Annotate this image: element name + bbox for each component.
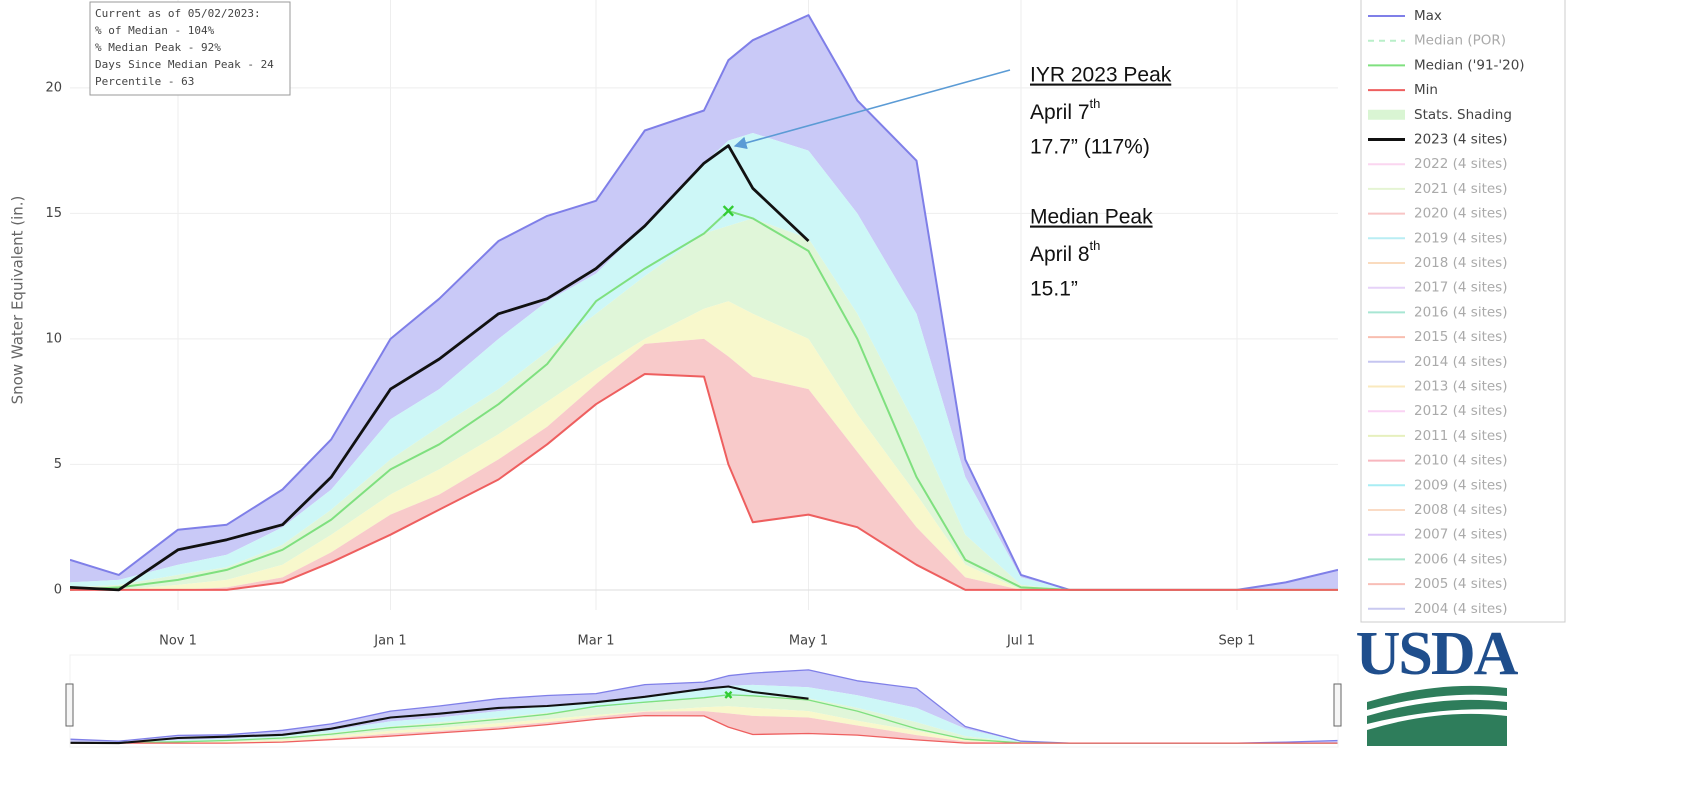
legend-label[interactable]: 2004 (4 sites) [1414,601,1507,617]
series-line [70,685,809,745]
legend-label[interactable]: 2013 (4 sites) [1414,379,1507,395]
series-line [70,373,1338,591]
plot-area [70,14,1338,592]
logo-swoosh [1367,685,1507,710]
slider-handle[interactable] [1333,683,1342,727]
y-tick-label: 5 [54,457,62,472]
legend-label[interactable]: 2017 (4 sites) [1414,280,1507,296]
logo-text: USDA [1356,620,1519,688]
legend-label[interactable]: 2009 (4 sites) [1414,477,1507,493]
legend-label[interactable]: 2021 (4 sites) [1414,181,1507,197]
info-line: % Median Peak - 92% [95,41,221,54]
legend-label[interactable]: Max [1414,8,1442,24]
info-box [89,1,291,96]
info-line: Percentile - 63 [95,75,194,88]
x-tick-label: Mar 1 [578,634,615,649]
legend-label[interactable]: 2011 (4 sites) [1414,428,1507,444]
legend-label[interactable]: 2022 (4 sites) [1414,156,1507,172]
legend-label[interactable]: 2023 (4 sites) [1414,132,1507,148]
y-tick-label: 15 [45,206,62,221]
annotation-date-suffix: th [1090,96,1101,111]
y-tick-label: 0 [54,582,62,597]
legend-label[interactable]: Min [1414,82,1438,98]
legend: Max Median (POR) Median ('91-'20) Min Stats.… [1368,8,1525,617]
info-text: Current as of 05/02/2023: % of Median - 1… [95,7,274,88]
annotation-date: April 8th [1030,238,1100,265]
axes: Nov 1 Jan 1 Mar 1 May 1 Jul 1 Sep 1 0 5 10 15 20 [45,80,1342,748]
legend-label[interactable]: Median ('91-'20) [1414,57,1525,73]
shading-band [70,15,1338,590]
info-line: % of Median - 104% [95,24,215,37]
x-tick-label: Jul 1 [1006,634,1035,649]
logo: USDA [1356,620,1521,746]
annotation-date-text: April 7 [1030,101,1090,124]
annotation-date-text: April 8 [1030,243,1090,266]
legend-label[interactable]: 2012 (4 sites) [1414,403,1507,419]
shading-band [70,218,1338,590]
logo-swoosh [1367,699,1507,724]
info-line: Days Since Median Peak - 24 [95,58,274,71]
annotation-value: 17.7” (117%) [1030,136,1150,159]
legend-label[interactable]: 2008 (4 sites) [1414,502,1507,518]
x-tick-label: Nov 1 [159,634,197,649]
legend-label[interactable]: 2005 (4 sites) [1414,576,1507,592]
x-tick-label: Jan 1 [373,634,406,649]
shading-band [70,711,1338,744]
x-tick-label: Sep 1 [1219,634,1256,649]
y-tick-label: 10 [45,331,62,346]
shading-band [70,133,1338,590]
legend-label[interactable]: Stats. Shading [1414,107,1512,123]
legend-label[interactable]: 2018 (4 sites) [1414,255,1507,271]
x-tick-label: May 1 [789,634,828,649]
shading-band [70,695,1338,744]
legend-label[interactable]: 2020 (4 sites) [1414,206,1507,222]
series-line [70,144,810,592]
annotation-date-suffix: th [1090,238,1101,253]
series-line [70,714,1338,744]
annotation-title: Median Peak [1030,206,1153,229]
legend-label[interactable]: 2010 (4 sites) [1414,453,1507,469]
legend-label[interactable]: 2006 (4 sites) [1414,551,1507,567]
slider-handle[interactable] [65,683,74,727]
logo-swoosh [1367,713,1507,746]
legend-label[interactable]: Median (POR) [1414,33,1506,49]
legend-box [1360,0,1566,623]
legend-label[interactable]: 2019 (4 sites) [1414,230,1507,246]
y-axis-label: Snow Water Equivalent (in.) [9,196,27,405]
median-peak-marker [722,205,735,217]
info-line: Current as of 05/02/2023: [95,7,261,20]
legend-label[interactable]: 2015 (4 sites) [1414,329,1507,345]
shading-band [70,338,1338,590]
annotation-arrow [733,69,1011,150]
median-peak-marker [724,690,733,699]
annotation-date: April 7th [1030,96,1100,123]
legend-label[interactable]: 2016 (4 sites) [1414,304,1507,320]
legend-label[interactable]: 2014 (4 sites) [1414,354,1507,370]
y-tick-label: 20 [45,80,62,95]
range-slider[interactable] [70,669,1338,745]
legend-label[interactable]: 2007 (4 sites) [1414,527,1507,543]
shading-band [70,684,1338,744]
annotation-value: 15.1” [1030,278,1078,301]
annotation-title: IYR 2023 Peak [1030,64,1172,87]
